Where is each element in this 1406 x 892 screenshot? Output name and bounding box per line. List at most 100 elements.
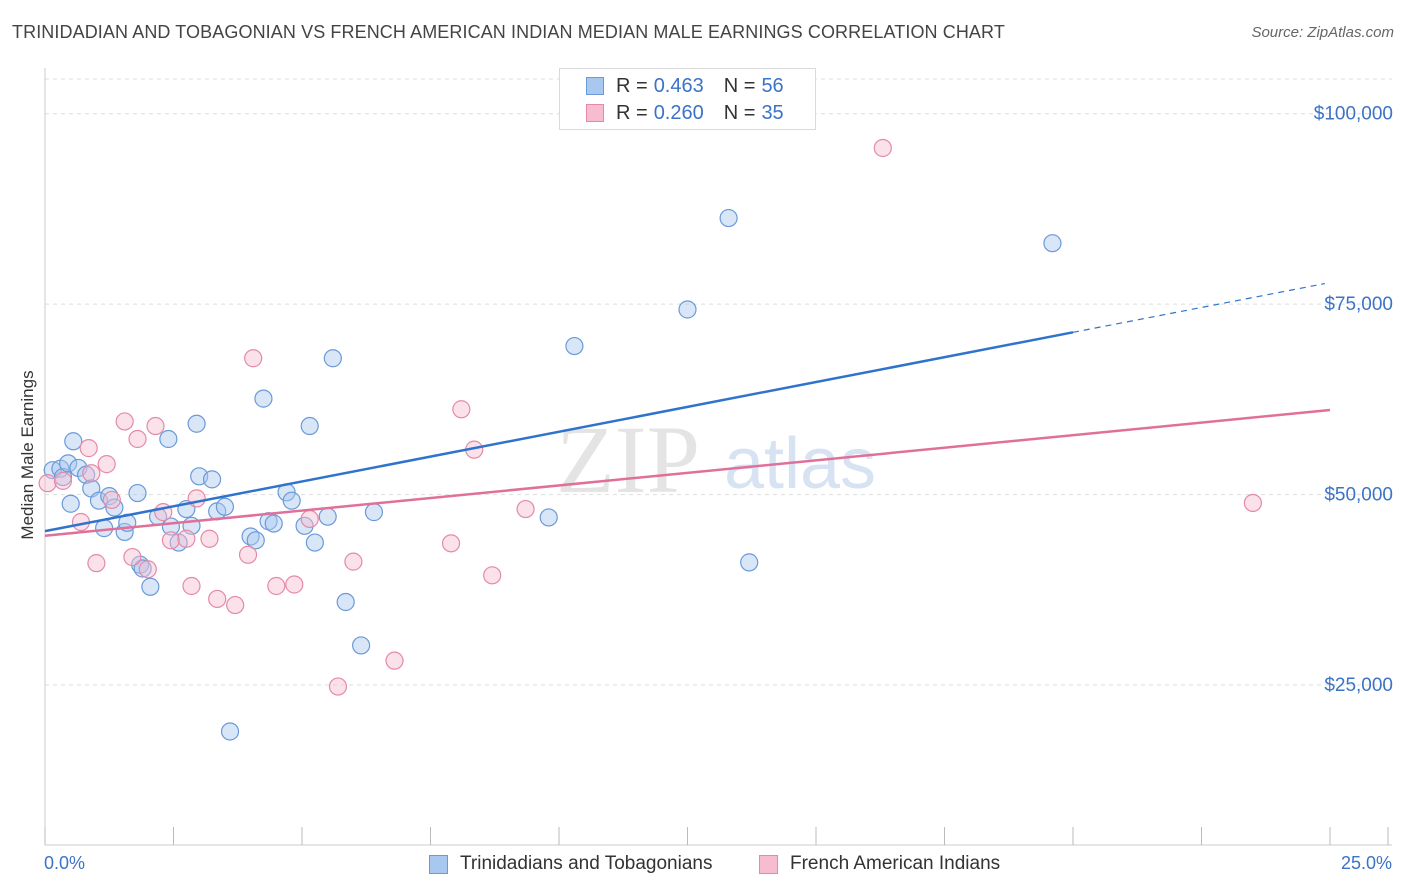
legend-swatch-blue (586, 77, 604, 95)
data-point (344, 552, 363, 571)
series-french-american-indians-points (38, 138, 1263, 696)
data-point (141, 577, 160, 596)
chart-title: TRINIDADIAN AND TOBAGONIAN VS FRENCH AME… (12, 22, 1005, 42)
data-point (115, 412, 134, 431)
data-point (128, 483, 147, 503)
trend-lines (44, 282, 1331, 537)
data-point (64, 432, 83, 451)
trend-line-trinidadians (44, 331, 1074, 533)
data-point (123, 547, 142, 567)
data-point (102, 490, 121, 510)
data-point (516, 499, 535, 519)
y-tick-label: $25,000 (1324, 675, 1393, 696)
data-point (177, 529, 196, 548)
source-label: Source: ZipAtlas.com (1251, 24, 1394, 41)
data-point (59, 454, 78, 473)
legend-r-value: 0.463 (653, 74, 704, 97)
trend-line-trinidadians-extension (1072, 282, 1325, 333)
data-point (740, 553, 759, 572)
legend-row-trinidadians: R = 0.463 N = 56 (586, 74, 784, 98)
data-point (873, 138, 892, 158)
data-point (128, 429, 147, 449)
legend-r-value: 0.260 (653, 101, 704, 124)
data-point (282, 491, 301, 510)
bottom-legend-trinidadians: Trinidadians and Tobagonians (429, 852, 712, 876)
data-point (336, 592, 355, 612)
trend-line-french-american-indians (44, 408, 1331, 537)
data-point (53, 471, 73, 490)
data-point (483, 566, 502, 585)
legend-n-label: N = (723, 74, 756, 97)
data-point (220, 722, 240, 741)
data-point (318, 507, 337, 526)
data-point (305, 533, 324, 552)
data-point (87, 554, 106, 573)
data-point (385, 651, 404, 670)
y-tick-label: $50,000 (1324, 485, 1393, 506)
data-point (1243, 493, 1263, 513)
data-point (202, 470, 222, 489)
data-point (226, 595, 245, 615)
data-point (200, 529, 219, 548)
legend-n-value: 35 (761, 101, 784, 124)
data-point (264, 514, 283, 533)
legend: R = 0.463 N = 56 R = 0.260 N = 35 (559, 68, 816, 130)
data-point (352, 636, 371, 655)
x-tick-label-min: 0.0% (44, 853, 86, 873)
legend-r-label: R = (616, 74, 648, 97)
legend-swatch-pink (586, 104, 604, 122)
axes (44, 68, 1392, 846)
data-point (678, 300, 697, 319)
data-point (244, 349, 263, 368)
watermark-zip: ZIP (556, 406, 700, 513)
data-point (187, 489, 206, 508)
legend-n-label: N = (723, 101, 756, 124)
data-point (182, 576, 201, 596)
data-point (539, 508, 558, 527)
data-point (208, 589, 227, 609)
data-point (452, 400, 471, 419)
data-point (97, 455, 116, 474)
data-point (300, 509, 319, 529)
data-point (364, 503, 384, 522)
data-point (89, 491, 109, 510)
y-tick-labels: $25,000 $50,000 $75,000 $100,000 (1314, 104, 1393, 696)
data-point (267, 576, 286, 596)
y-tick-label: $75,000 (1324, 294, 1393, 315)
gridlines (45, 78, 1392, 686)
data-point (441, 534, 461, 553)
data-point (246, 531, 265, 550)
data-point (285, 575, 304, 594)
bottom-legend-label: French American Indians (790, 853, 1001, 874)
data-point (328, 677, 348, 696)
data-point (146, 416, 165, 436)
data-point (38, 474, 57, 493)
data-point (82, 464, 101, 483)
data-point (300, 416, 319, 436)
y-tick-label: $100,000 (1314, 104, 1393, 125)
data-point (719, 208, 738, 228)
bottom-legend-swatch-blue (429, 854, 448, 874)
data-point (53, 467, 73, 487)
data-point (187, 414, 206, 433)
y-axis-label: Median Male Earnings (18, 370, 37, 540)
data-point (254, 389, 273, 408)
x-tick-label-max: 25.0% (1340, 853, 1392, 873)
data-point (565, 336, 584, 356)
data-point (1043, 234, 1062, 253)
legend-r-label: R = (616, 101, 648, 124)
legend-row-french-american-indians: R = 0.260 N = 35 (586, 101, 784, 125)
data-point (238, 545, 258, 564)
data-point (323, 349, 342, 368)
bottom-legend-label: Trinidadians and Tobagonians (460, 853, 713, 874)
watermark-atlas: atlas (724, 424, 876, 504)
data-point (138, 560, 157, 579)
data-point (215, 497, 234, 516)
watermark: ZIP atlas (556, 406, 876, 513)
data-point (133, 559, 152, 578)
data-point (61, 494, 80, 513)
bottom-legend-swatch-pink (759, 854, 778, 874)
data-point (79, 439, 98, 458)
data-point (159, 429, 178, 449)
